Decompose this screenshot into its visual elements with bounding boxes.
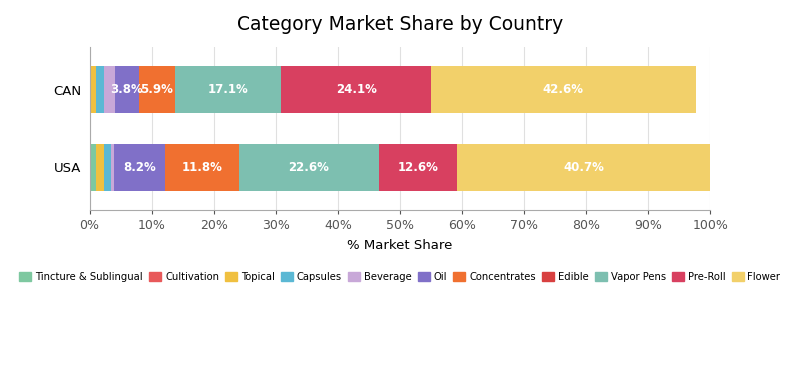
Text: 5.9%: 5.9% [141,83,174,96]
Bar [104,66,115,113]
Text: 24.1%: 24.1% [336,83,377,96]
X-axis label: % Market Share: % Market Share [347,239,453,252]
Bar [166,144,238,191]
Text: 8.2%: 8.2% [123,161,156,174]
Bar [105,144,110,191]
Text: 12.6%: 12.6% [398,161,438,174]
Text: 17.1%: 17.1% [208,83,249,96]
Bar [90,66,91,113]
Bar [282,66,431,113]
Bar [115,66,138,113]
Text: 3.8%: 3.8% [110,83,143,96]
Title: Category Market Share by Country: Category Market Share by Country [237,15,563,34]
Bar [96,66,104,113]
Bar [175,66,282,113]
Bar [96,144,105,191]
Bar [431,66,695,113]
Text: 22.6%: 22.6% [288,161,329,174]
Bar [110,144,114,191]
Text: 11.8%: 11.8% [182,161,222,174]
Text: 42.6%: 42.6% [543,83,584,96]
Bar [138,66,175,113]
Bar [238,144,379,191]
Bar [379,144,457,191]
Bar [114,144,166,191]
Bar [457,144,710,191]
Bar [90,144,96,191]
Legend: Tincture & Sublingual, Cultivation, Topical, Capsules, Beverage, Oil, Concentrat: Tincture & Sublingual, Cultivation, Topi… [15,268,785,286]
Bar [91,66,96,113]
Text: 40.7%: 40.7% [563,161,604,174]
